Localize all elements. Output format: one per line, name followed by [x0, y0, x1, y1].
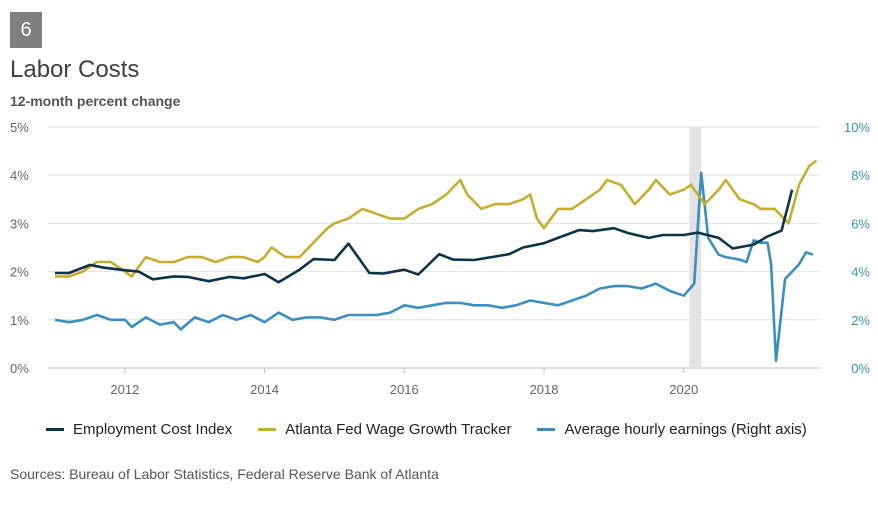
chart-title: Labor Costs — [10, 56, 140, 83]
left-tick-label: 1% — [10, 313, 29, 328]
gridlines — [48, 126, 820, 369]
chart-subtitle: 12-month percent change — [10, 93, 181, 109]
legend-swatch-eci — [46, 428, 64, 431]
x-tick-label: 2016 — [390, 382, 419, 397]
right-tick-label: 0% — [851, 361, 870, 376]
left-axis-ticks: 0% 1% 2% 3% 4% 5% — [10, 120, 29, 376]
legend-item-eci: Employment Cost Index — [46, 421, 232, 438]
right-axis-ticks: 0% 2% 4% 6% 8% 10% — [844, 120, 870, 376]
legend-item-hourly-earnings: Average hourly earnings (Right axis) — [537, 421, 807, 438]
chart-legend: Employment Cost Index Atlanta Fed Wage G… — [46, 421, 833, 438]
right-tick-label: 10% — [844, 120, 870, 135]
chart-number-badge: 6 — [10, 12, 42, 48]
x-tick-label: 2012 — [110, 382, 139, 397]
legend-label-wage-tracker: Atlanta Fed Wage Growth Tracker — [285, 421, 512, 438]
series-lines — [54, 159, 818, 363]
left-tick-label: 4% — [10, 168, 29, 183]
series-line-hourly-earnings — [54, 171, 814, 363]
legend-item-wage-tracker: Atlanta Fed Wage Growth Tracker — [258, 421, 511, 438]
right-tick-label: 2% — [851, 313, 870, 328]
x-tick-label: 2014 — [250, 382, 279, 397]
x-tick-label: 2018 — [530, 382, 559, 397]
legend-label-hourly-earnings: Average hourly earnings (Right axis) — [564, 421, 807, 438]
right-tick-label: 8% — [851, 168, 870, 183]
legend-swatch-hourly-earnings — [537, 428, 556, 431]
left-tick-label: 3% — [10, 216, 29, 231]
legend-label-eci: Employment Cost Index — [73, 421, 233, 438]
left-tick-label: 0% — [10, 361, 29, 376]
series-line-eci — [55, 189, 794, 284]
legend-swatch-wage-tracker — [258, 428, 277, 431]
series-line-wage-tracker — [55, 159, 818, 278]
x-tick-label: 2020 — [669, 382, 698, 397]
left-tick-label: 2% — [10, 265, 29, 280]
left-tick-label: 5% — [10, 120, 29, 135]
x-axis-ticks: 2012 2014 2016 2018 2020 — [110, 368, 698, 397]
right-tick-label: 6% — [851, 216, 870, 231]
right-tick-label: 4% — [851, 265, 870, 280]
chart-sources: Sources: Bureau of Labor Statistics, Fed… — [10, 466, 439, 482]
